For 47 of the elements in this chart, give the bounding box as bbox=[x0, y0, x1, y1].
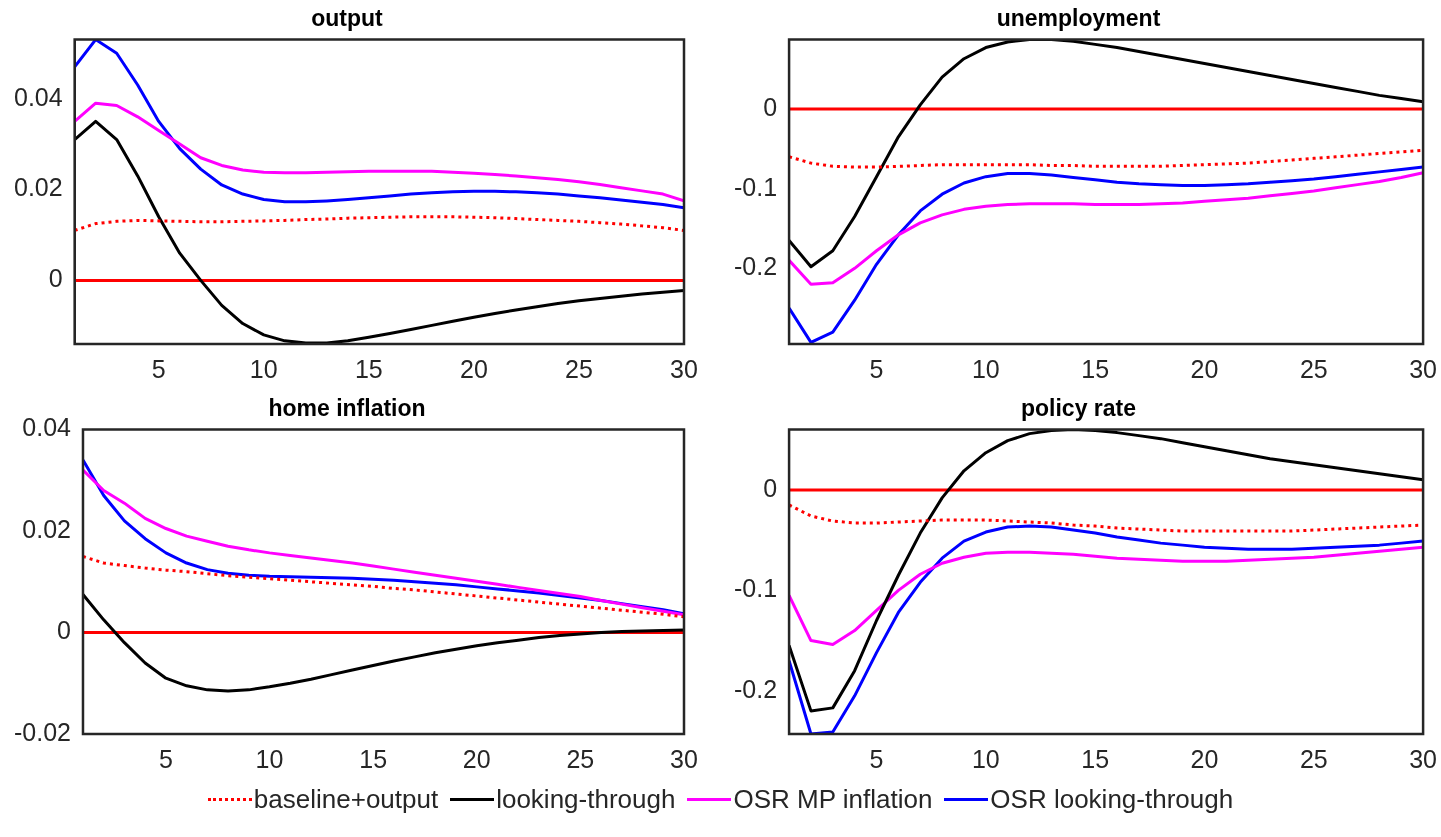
y-tick-label: -0.1 bbox=[733, 574, 778, 603]
x-tick-label: 15 bbox=[1081, 744, 1110, 773]
y-tick-label: 0.04 bbox=[13, 82, 63, 111]
x-tick-label: 10 bbox=[971, 744, 1000, 773]
y-tick-label: 0 bbox=[48, 264, 63, 293]
y-tick-label: -0.2 bbox=[733, 252, 778, 281]
legend-label: OSR MP inflation bbox=[733, 784, 933, 815]
x-tick-label: 25 bbox=[565, 354, 593, 383]
x-tick-label: 10 bbox=[255, 744, 284, 773]
chart-title: policy rate bbox=[1020, 395, 1137, 422]
chart-title: home inflation bbox=[268, 395, 426, 422]
legend-label: OSR looking-through bbox=[990, 784, 1234, 815]
legend-label: baseline+output bbox=[253, 784, 439, 815]
x-tick-label: 20 bbox=[1190, 354, 1219, 383]
y-tick-label: -0.2 bbox=[733, 674, 778, 703]
y-tick-label: 0 bbox=[57, 616, 71, 645]
chart-title: unemployment bbox=[996, 5, 1161, 32]
x-tick-label: 15 bbox=[359, 744, 388, 773]
x-tick-label: 15 bbox=[354, 354, 383, 383]
y-tick-label: 0 bbox=[763, 92, 778, 121]
y-tick-label: 0.02 bbox=[13, 173, 63, 202]
x-tick-label: 5 bbox=[158, 744, 173, 773]
x-tick-label: 30 bbox=[670, 744, 698, 773]
x-tick-label: 25 bbox=[1299, 744, 1328, 773]
x-tick-label: 15 bbox=[1081, 354, 1110, 383]
x-tick-label: 30 bbox=[670, 354, 698, 383]
legend-label: looking-through bbox=[496, 784, 676, 815]
y-tick-label: 0.02 bbox=[22, 514, 71, 543]
y-tick-label: -0.02 bbox=[14, 717, 71, 746]
x-tick-label: 5 bbox=[869, 744, 884, 773]
line-series bbox=[74, 215, 684, 232]
y-tick-label: 0 bbox=[763, 473, 778, 502]
x-tick-label: 20 bbox=[1190, 744, 1219, 773]
x-tick-label: 30 bbox=[1409, 354, 1437, 383]
y-tick-label: 0.04 bbox=[22, 413, 72, 442]
chart-title: output bbox=[311, 5, 384, 32]
x-tick-label: 20 bbox=[462, 744, 491, 773]
x-tick-label: 25 bbox=[566, 744, 595, 773]
x-tick-label: 10 bbox=[249, 354, 278, 383]
x-tick-label: 30 bbox=[1409, 744, 1437, 773]
y-tick-label: -0.1 bbox=[733, 172, 778, 201]
x-tick-label: 5 bbox=[151, 354, 166, 383]
line-series bbox=[82, 554, 684, 619]
x-tick-label: 5 bbox=[869, 354, 884, 383]
x-tick-label: 20 bbox=[459, 354, 488, 383]
x-tick-label: 25 bbox=[1299, 354, 1328, 383]
x-tick-label: 10 bbox=[971, 354, 1000, 383]
